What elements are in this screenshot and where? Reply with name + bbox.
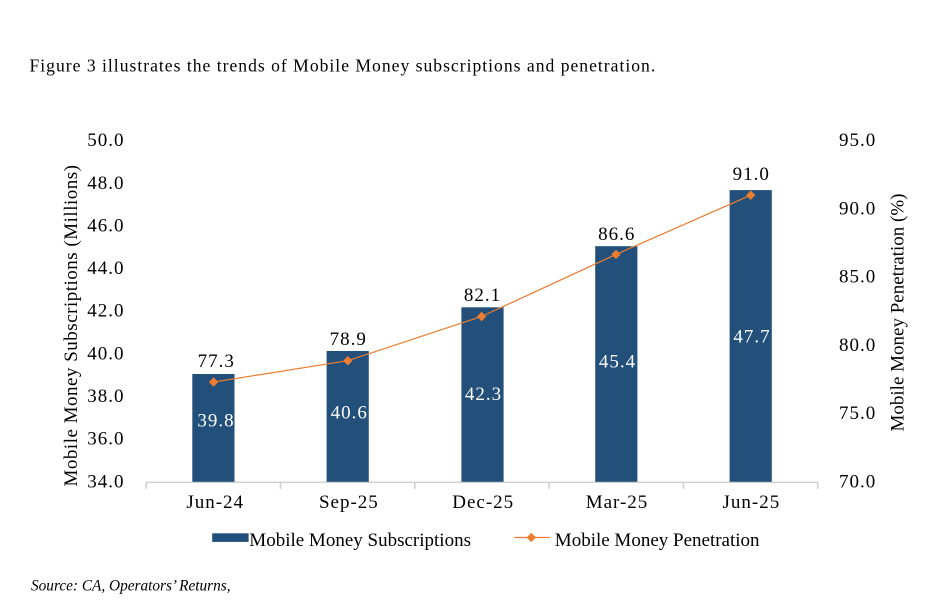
svg-text:Mobile Money Penetration (%): Mobile Money Penetration (%) <box>888 194 909 432</box>
svg-text:78.9: 78.9 <box>330 329 367 350</box>
svg-text:40.0: 40.0 <box>87 343 124 364</box>
svg-text:38.0: 38.0 <box>87 386 124 407</box>
svg-text:Jun-25: Jun-25 <box>723 492 781 513</box>
svg-text:Sep-25: Sep-25 <box>319 492 379 513</box>
svg-text:44.0: 44.0 <box>87 258 124 279</box>
svg-text:Mobile Money Subscriptions (Mi: Mobile Money Subscriptions (Millions) <box>61 165 82 487</box>
svg-text:34.0: 34.0 <box>87 471 124 492</box>
svg-text:42.0: 42.0 <box>87 301 124 322</box>
svg-text:85.0: 85.0 <box>839 267 876 288</box>
svg-text:77.3: 77.3 <box>198 351 235 372</box>
svg-text:40.6: 40.6 <box>331 402 368 423</box>
svg-text:75.0: 75.0 <box>839 403 876 424</box>
svg-text:47.7: 47.7 <box>733 327 770 348</box>
svg-text:50.0: 50.0 <box>87 130 124 151</box>
svg-text:Jun-24: Jun-24 <box>186 492 244 513</box>
svg-text:91.0: 91.0 <box>733 164 770 185</box>
svg-text:46.0: 46.0 <box>87 215 124 236</box>
svg-text:Mobile Money Subscriptions: Mobile Money Subscriptions <box>249 530 471 551</box>
svg-text:Dec-25: Dec-25 <box>452 492 514 513</box>
svg-text:86.6: 86.6 <box>598 224 635 245</box>
svg-text:Figure 3 illustrates the trend: Figure 3 illustrates the trends of Mobil… <box>30 56 657 76</box>
svg-text:48.0: 48.0 <box>87 173 124 194</box>
svg-text:Mar-25: Mar-25 <box>586 492 649 513</box>
svg-text:Mobile Money Penetration: Mobile Money Penetration <box>555 530 760 551</box>
svg-text:70.0: 70.0 <box>839 472 876 493</box>
svg-text:82.1: 82.1 <box>464 285 501 306</box>
svg-text:Source: CA, Operators’ Returns: Source: CA, Operators’ Returns, <box>31 577 231 594</box>
svg-text:90.0: 90.0 <box>839 198 876 219</box>
svg-text:80.0: 80.0 <box>839 335 876 356</box>
svg-text:45.4: 45.4 <box>599 352 636 373</box>
svg-text:42.3: 42.3 <box>465 384 502 405</box>
svg-text:36.0: 36.0 <box>87 429 124 450</box>
svg-text:39.8: 39.8 <box>197 411 234 432</box>
svg-text:95.0: 95.0 <box>839 130 876 151</box>
